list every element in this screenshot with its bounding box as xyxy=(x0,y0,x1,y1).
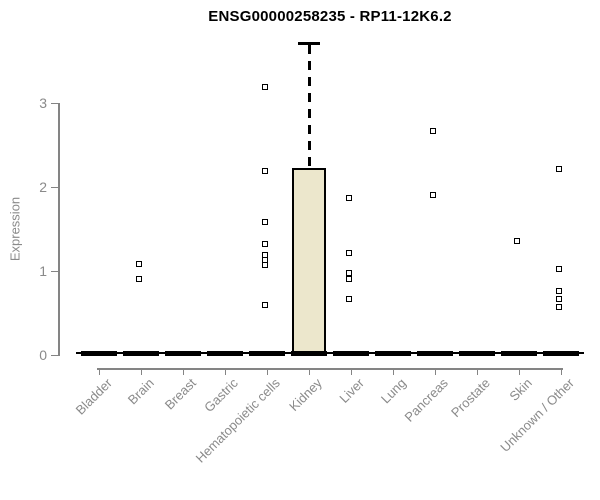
median-line xyxy=(291,350,327,356)
outlier-point xyxy=(262,241,268,248)
chart-title: ENSG00000258235 - RP11-12K6.2 xyxy=(208,8,452,25)
outlier-point xyxy=(136,261,142,268)
x-tick xyxy=(140,368,142,375)
outlier-point xyxy=(346,194,352,201)
outlier-point xyxy=(262,168,268,175)
y-tick xyxy=(51,354,59,356)
outlier-point xyxy=(556,295,562,302)
outlier-point xyxy=(556,288,562,295)
upper-whisker xyxy=(307,44,311,167)
x-tick xyxy=(224,368,226,375)
x-tick xyxy=(350,368,352,375)
y-tick-label: 3 xyxy=(39,95,47,111)
x-tick xyxy=(182,368,184,375)
collapsed-box-median xyxy=(207,350,243,356)
x-tick xyxy=(308,368,310,375)
outlier-point xyxy=(346,275,352,282)
y-tick-label: 1 xyxy=(39,263,47,279)
x-axis-line xyxy=(97,368,563,370)
y-axis-label: Expression xyxy=(7,196,23,262)
collapsed-box-median xyxy=(501,350,537,356)
outlier-point xyxy=(430,192,436,199)
outlier-point xyxy=(556,165,562,172)
collapsed-box-median xyxy=(543,350,579,356)
x-tick xyxy=(518,368,520,375)
outlier-point xyxy=(430,127,436,134)
y-tick-label: 2 xyxy=(39,179,47,195)
x-tick xyxy=(476,368,478,375)
outlier-point xyxy=(556,266,562,273)
outlier-point xyxy=(514,237,520,244)
collapsed-box-median xyxy=(459,350,495,356)
outlier-point xyxy=(556,304,562,311)
y-tick xyxy=(51,186,59,188)
outlier-point xyxy=(262,84,268,91)
outlier-point xyxy=(346,295,352,302)
y-tick-label: 0 xyxy=(39,347,47,363)
y-tick xyxy=(51,270,59,272)
x-tick xyxy=(560,368,562,375)
x-tick xyxy=(392,368,394,375)
x-tick xyxy=(98,368,100,375)
box xyxy=(292,167,326,354)
collapsed-box-median xyxy=(81,350,117,356)
outlier-point xyxy=(262,262,268,269)
collapsed-box-median xyxy=(375,350,411,356)
collapsed-box-median xyxy=(333,350,369,356)
outlier-point xyxy=(262,301,268,308)
outlier-point xyxy=(136,276,142,283)
whisker-cap xyxy=(298,41,320,45)
x-tick xyxy=(434,368,436,375)
y-tick xyxy=(51,102,59,104)
y-axis-line xyxy=(58,103,60,356)
collapsed-box-median xyxy=(417,350,453,356)
outlier-point xyxy=(346,249,352,256)
collapsed-box-median xyxy=(123,350,159,356)
collapsed-box-median xyxy=(165,350,201,356)
outlier-point xyxy=(346,269,352,276)
x-tick xyxy=(266,368,268,375)
outlier-point xyxy=(262,219,268,226)
collapsed-box-median xyxy=(249,350,285,356)
